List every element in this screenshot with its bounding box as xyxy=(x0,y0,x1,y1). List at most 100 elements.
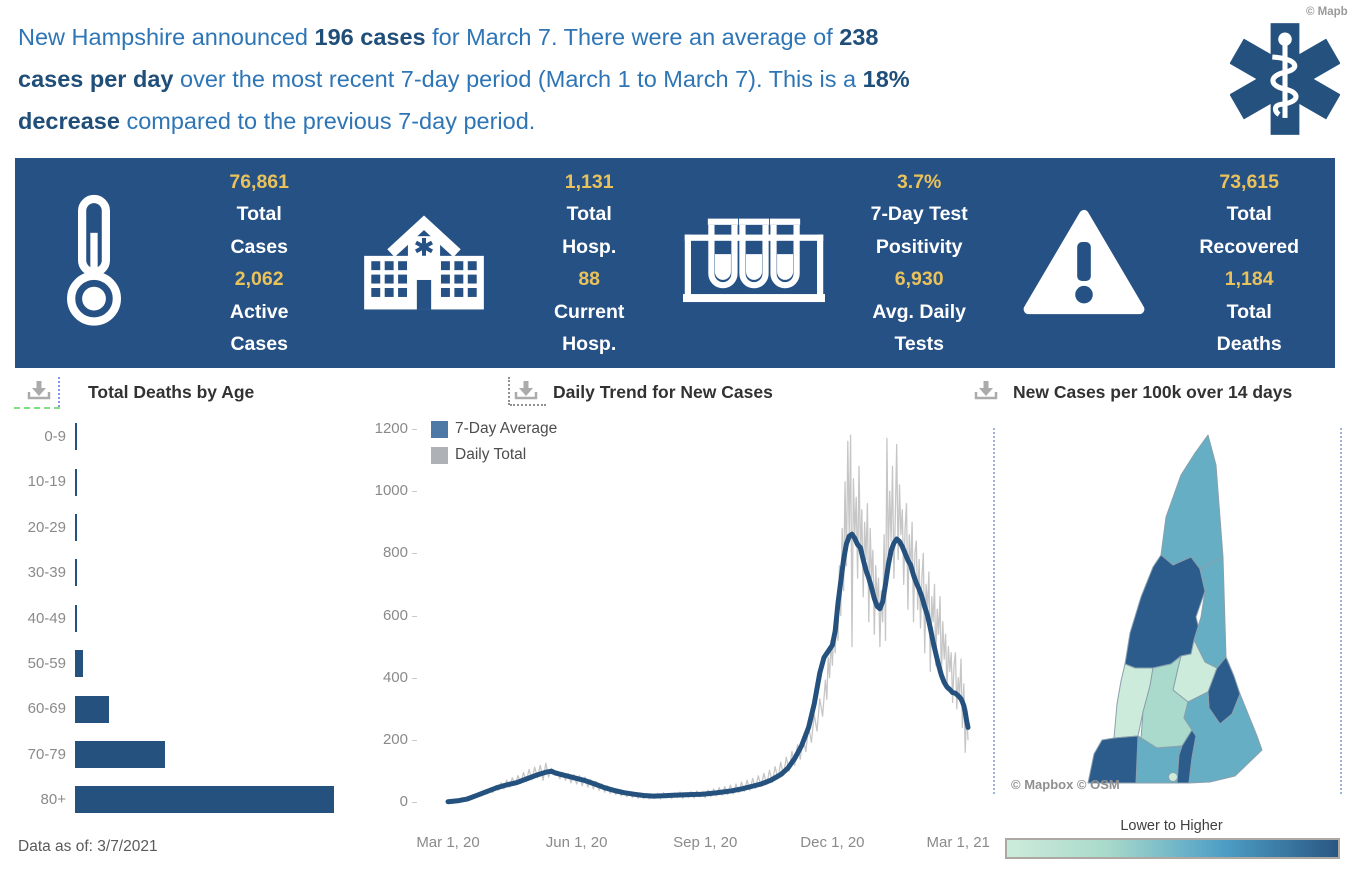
thermometer-icon xyxy=(15,193,173,333)
panel-title-map: New Cases per 100k over 14 days xyxy=(1013,382,1293,402)
deaths-bar-70-79[interactable] xyxy=(75,741,166,768)
summary-headline: New Hampshire announced 196 cases for Ma… xyxy=(18,16,1218,142)
selection-dash xyxy=(14,407,60,409)
y-axis-tick-label: 200 xyxy=(382,730,408,748)
stat-card-hospitalizations[interactable]: 1,131 Total Hosp. 88 Current Hosp. xyxy=(345,158,675,368)
y-axis-tick-label: 0 xyxy=(399,793,408,810)
age-band-label: 10-19 xyxy=(27,473,66,491)
stat-value: 6,930 xyxy=(894,268,944,290)
headline-highlight: 18% xyxy=(862,66,910,92)
y-axis-tick xyxy=(412,491,417,493)
stat-lines: 1,131 Total Hosp. 88 Current Hosp. xyxy=(503,166,675,361)
county-rockingham[interactable] xyxy=(1183,691,1263,784)
stat-label: Total xyxy=(236,203,282,225)
x-axis-tick-label: Mar 1, 20 xyxy=(416,834,480,851)
age-band-label: 0-9 xyxy=(44,428,66,445)
y-axis-tick-label: 800 xyxy=(382,544,408,562)
stat-card-testing[interactable]: 3.7% 7-Day Test Positivity 6,930 Avg. Daily T… xyxy=(675,158,1005,368)
headline-line: cases per day over the most recent 7-day… xyxy=(18,58,1218,100)
x-axis-tick-label: Mar 1, 21 xyxy=(926,834,990,851)
stat-label: Total xyxy=(1226,300,1272,323)
selection-dash xyxy=(1340,428,1342,794)
stat-value: 3.7% xyxy=(896,170,942,193)
warning-triangle-icon xyxy=(1005,207,1163,319)
headline-line: decrease compared to the previous 7-day … xyxy=(18,100,1218,142)
headline-text: over the most recent 7-day period (March… xyxy=(173,66,863,92)
age-band-label: 70-79 xyxy=(27,745,66,763)
download-button[interactable] xyxy=(26,379,52,401)
stat-label: Deaths xyxy=(1216,333,1282,355)
selection-dash xyxy=(993,428,995,794)
stat-label: Active xyxy=(229,300,289,323)
deaths-bar-20-29[interactable] xyxy=(75,514,77,541)
deaths-bar-60-69[interactable] xyxy=(75,695,109,723)
y-axis-tick-label: 1200 xyxy=(374,420,408,437)
stat-lines: 73,615 Total Recovered 1,184 Total Deaths xyxy=(1163,166,1335,361)
deaths-bar-0-9[interactable] xyxy=(75,423,77,451)
headline-text: compared to the previous 7-day period. xyxy=(119,108,536,134)
county-sullivan[interactable] xyxy=(1113,663,1154,739)
county-seacoast-spot[interactable] xyxy=(1168,772,1178,782)
county-cheshire[interactable] xyxy=(1087,735,1142,784)
stat-lines: 3.7% 7-Day Test Positivity 6,930 Avg. Daily T… xyxy=(833,166,1005,361)
selection-dash xyxy=(510,404,546,406)
selection-dash xyxy=(508,377,510,405)
age-band-label: 20-29 xyxy=(27,518,66,536)
mapbox-attribution-top: © Mapb xyxy=(1306,6,1348,18)
stat-label: Total xyxy=(566,203,612,225)
age-band-label: 80+ xyxy=(40,791,66,809)
snake-glyph xyxy=(1270,54,1299,117)
download-button[interactable] xyxy=(973,379,999,401)
stat-lines: 76,861 Total Cases 2,062 Active Cases xyxy=(173,166,345,361)
map-attribution: © Mapbox © OSM xyxy=(1011,777,1120,792)
stat-label: Avg. Daily xyxy=(872,300,966,323)
hospital-icon xyxy=(345,213,503,313)
y-axis-tick-label: 400 xyxy=(382,668,408,686)
legend-label: Daily Total xyxy=(455,446,527,463)
new-hampshire-map[interactable] xyxy=(995,405,1340,800)
stat-label: Total xyxy=(1226,203,1272,225)
test-tubes-icon xyxy=(675,209,833,317)
deaths-bar-40-49[interactable] xyxy=(75,604,78,632)
stat-label: Hosp. xyxy=(562,235,617,258)
stat-value: 1,184 xyxy=(1224,268,1274,290)
daily-trend-chart[interactable] xyxy=(418,415,983,815)
headline-highlight: decrease xyxy=(18,108,120,134)
county-map-panel: © Mapbox © OSM xyxy=(995,405,1340,800)
stat-value: 76,861 xyxy=(229,170,290,193)
y-axis-tick xyxy=(412,615,417,617)
y-axis-tick-label: 600 xyxy=(382,606,408,624)
stat-label: Recovered xyxy=(1199,235,1300,258)
stat-label: Positivity xyxy=(875,235,963,258)
download-button[interactable] xyxy=(513,379,539,401)
series-daily-total[interactable] xyxy=(447,434,969,803)
rod-of-asclepius xyxy=(1282,41,1288,118)
stat-label: Cases xyxy=(230,333,288,355)
stat-value: 73,615 xyxy=(1219,170,1280,193)
y-axis-tick-label: 1000 xyxy=(374,482,408,500)
stat-card-cases[interactable]: 76,861 Total Cases 2,062 Active Cases xyxy=(15,158,345,368)
series-7-day-average[interactable] xyxy=(445,531,971,805)
deaths-bar-50-59[interactable] xyxy=(75,650,84,678)
headline-line: New Hampshire announced 196 cases for Ma… xyxy=(18,16,1218,58)
headline-text: New Hampshire announced xyxy=(18,24,315,50)
stat-label: Current xyxy=(553,300,625,323)
deaths-bar-80+[interactable] xyxy=(75,786,335,814)
stat-label: Tests xyxy=(894,333,944,355)
county-coos[interactable] xyxy=(1160,434,1224,570)
selection-dash xyxy=(58,377,60,407)
y-axis-tick xyxy=(412,429,417,430)
color-scale-bar xyxy=(1005,838,1340,859)
deaths-bar-10-19[interactable] xyxy=(75,468,77,496)
legend-swatch xyxy=(431,447,448,464)
deaths-bar-30-39[interactable] xyxy=(75,559,77,587)
panel-title-daily-trend: Daily Trend for New Cases xyxy=(553,382,773,402)
stat-card-outcomes[interactable]: 73,615 Total Recovered 1,184 Total Deaths xyxy=(1005,158,1335,368)
stats-banner: 76,861 Total Cases 2,062 Active Cases 1,131 Tot… xyxy=(15,158,1335,368)
stat-label: Hosp. xyxy=(562,333,617,355)
x-axis-tick-label: Jun 1, 20 xyxy=(545,834,608,851)
age-band-label: 30-39 xyxy=(27,564,66,582)
x-axis-tick-label: Dec 1, 20 xyxy=(800,834,865,851)
stat-value: 1,131 xyxy=(564,170,614,193)
